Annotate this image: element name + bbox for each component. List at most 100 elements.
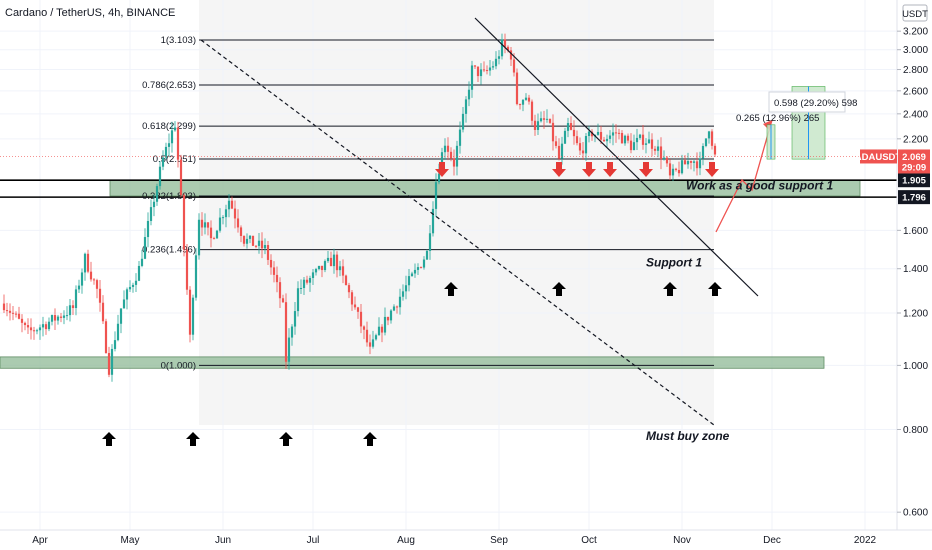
candle-body: [422, 259, 426, 268]
y-tick-label: 0.600: [903, 508, 928, 519]
candle-body: [125, 289, 129, 300]
candle-body: [497, 56, 501, 59]
fib-label: 0(1.000): [161, 360, 196, 371]
candle-body: [428, 233, 432, 251]
candle-body: [386, 316, 390, 321]
candle-body: [452, 158, 456, 167]
candle-body: [548, 118, 552, 123]
candle-body: [416, 267, 420, 270]
candle-body: [254, 245, 258, 247]
candle-body: [311, 272, 315, 279]
candle-body: [641, 134, 645, 145]
candle-body: [521, 99, 525, 105]
currency-button[interactable]: [902, 4, 928, 22]
candle-body: [14, 313, 18, 315]
projection-label: 0.265 (12.96%) 265: [736, 113, 819, 124]
candle-body: [581, 150, 585, 154]
candle-body: [257, 240, 261, 246]
price-tag-value: 2.069: [902, 152, 926, 163]
candle-body: [275, 274, 279, 283]
candle-body: [479, 69, 483, 77]
candle-body: [653, 148, 657, 151]
candle-body: [149, 207, 153, 221]
candle-body: [86, 253, 90, 272]
candle-body: [338, 266, 342, 271]
candle-body: [353, 304, 357, 308]
buy-arrow: [279, 432, 293, 446]
buy-arrow: [444, 282, 458, 296]
candle-body: [563, 130, 567, 144]
sell-arrow: [582, 162, 596, 177]
y-tick-label: 1.600: [903, 226, 928, 237]
candle-body: [665, 157, 669, 164]
candle-body: [182, 195, 186, 250]
y-tick-label: 2.400: [903, 109, 928, 120]
fib-label: 0.382(1.803): [142, 191, 196, 202]
candle-body: [374, 335, 378, 340]
candle-body: [677, 169, 681, 174]
candle-body: [425, 250, 429, 260]
candle-body: [302, 279, 306, 288]
candle-body: [605, 138, 609, 142]
candle-body: [404, 285, 408, 292]
sell-arrow: [603, 162, 617, 177]
candle-body: [248, 235, 252, 239]
candle-body: [233, 208, 237, 219]
x-tick-label: Apr: [32, 535, 48, 546]
candle-body: [179, 159, 183, 196]
buy-arrow: [186, 432, 200, 446]
y-tick-label: 1.400: [903, 264, 928, 275]
candle-body: [80, 272, 84, 286]
candle-body: [596, 131, 600, 135]
candle-body: [161, 157, 165, 167]
candle-body: [332, 254, 336, 267]
price-tag: [898, 149, 930, 174]
candle-body: [32, 330, 36, 332]
candle-body: [434, 182, 438, 209]
level-tag-label: 1.796: [902, 193, 926, 204]
candle-body: [431, 208, 435, 234]
candle-body: [299, 287, 303, 289]
candle-body: [566, 123, 570, 131]
candle-body: [512, 59, 516, 73]
candle-body: [323, 261, 327, 271]
level-tag: [898, 173, 930, 188]
candle-body: [545, 118, 549, 120]
candle-body: [650, 139, 654, 149]
candle-body: [50, 315, 54, 322]
candle-body: [461, 113, 465, 130]
y-tick-label: 2.600: [903, 86, 928, 97]
candle-body: [713, 145, 717, 155]
candle-body: [626, 135, 630, 141]
y-tick-label: 0.800: [903, 425, 928, 436]
candle-body: [362, 326, 366, 330]
candle-body: [410, 273, 414, 277]
y-tick-label: 1.200: [903, 309, 928, 320]
level-tag-label: 1.905: [902, 176, 926, 187]
candle-body: [317, 265, 321, 270]
x-tick-label: 2022: [854, 535, 877, 546]
candle-body: [524, 97, 528, 100]
candle-body: [560, 143, 564, 159]
candle-body: [143, 237, 147, 259]
candle-body: [527, 97, 531, 102]
candle-body: [17, 313, 21, 319]
candle-body: [263, 245, 267, 249]
candle-body: [278, 282, 282, 299]
candle-body: [647, 139, 651, 144]
zone-label: Must buy zone: [646, 429, 730, 443]
candle-body: [683, 160, 687, 165]
zone-box: [0, 356, 825, 369]
fib-label: 0.5(2.051): [153, 154, 196, 165]
candle-body: [635, 137, 639, 143]
candle-body: [485, 70, 489, 72]
x-tick-label: May: [121, 535, 140, 546]
candle-body: [74, 289, 78, 309]
candle-body: [503, 39, 507, 47]
candle-body: [611, 132, 615, 136]
buy-arrow: [363, 432, 377, 446]
candle-body: [347, 285, 351, 293]
price-tag-countdown: 29:09: [902, 162, 926, 173]
candle-body: [287, 337, 291, 362]
